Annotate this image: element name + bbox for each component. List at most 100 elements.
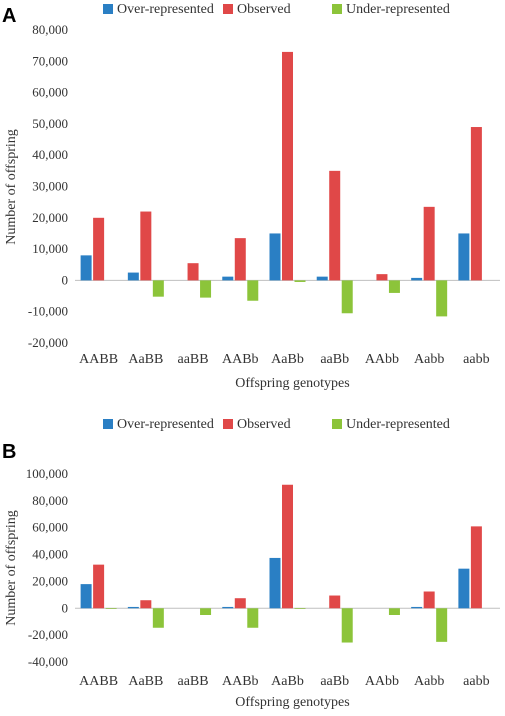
bar-observed <box>234 598 246 609</box>
legend-label: Under-represented <box>346 2 450 17</box>
bar-under-represented <box>388 280 400 293</box>
legend-swatch <box>103 4 113 14</box>
bar-under-represented <box>105 608 117 609</box>
x-tick-label: aaBB <box>178 352 209 367</box>
x-tick-label: AAbb <box>365 352 399 367</box>
x-axis-title: Offspring genotypes <box>235 695 349 710</box>
y-tick-label: -20,000 <box>28 335 68 350</box>
y-tick-label: 10,000 <box>32 241 68 256</box>
y-tick-label: 80,000 <box>32 22 68 37</box>
y-tick-label: -20,000 <box>28 627 68 642</box>
legend-label: Over-represented <box>117 417 214 432</box>
legend-swatch <box>332 419 342 429</box>
bar-under-represented <box>341 280 353 314</box>
bar-observed <box>140 600 152 609</box>
bar-under-represented <box>388 608 400 615</box>
bar-under-represented <box>200 608 212 615</box>
y-axis-title: Number of offspring <box>4 129 19 245</box>
x-tick-label: aaBb <box>320 674 349 689</box>
bar-under-represented <box>294 608 306 609</box>
bar-observed <box>376 274 388 281</box>
x-tick-label: Aabb <box>414 674 444 689</box>
legend-swatch <box>223 419 233 429</box>
y-tick-label: 40,000 <box>32 547 68 562</box>
x-tick-label: aaBB <box>178 674 209 689</box>
legend-swatch <box>103 419 113 429</box>
bar-under-represented <box>152 280 164 297</box>
x-tick-label: AABB <box>79 352 118 367</box>
bar-over-represented <box>316 276 328 281</box>
x-tick-label: AaBB <box>128 352 163 367</box>
bar-observed <box>423 206 435 281</box>
y-tick-label: -10,000 <box>28 304 68 319</box>
bar-observed <box>234 238 246 281</box>
bar-observed <box>329 170 341 281</box>
x-tick-label: aaBb <box>320 352 349 367</box>
legend-label: Observed <box>237 417 291 432</box>
x-tick-label: AAbb <box>365 674 399 689</box>
panel-label: B <box>2 441 16 463</box>
bar-over-represented <box>458 568 470 609</box>
y-tick-label: 30,000 <box>32 179 68 194</box>
y-tick-label: 0 <box>62 600 69 615</box>
bar-under-represented <box>436 280 448 317</box>
bar-over-represented <box>80 584 92 609</box>
y-tick-label: 60,000 <box>32 85 68 100</box>
x-tick-label: aabb <box>463 352 489 367</box>
bar-under-represented <box>247 280 259 301</box>
y-tick-label: 40,000 <box>32 147 68 162</box>
bar-under-represented <box>294 280 306 282</box>
bar-under-represented <box>247 608 259 628</box>
legend-label: Over-represented <box>117 2 214 17</box>
y-tick-label: 70,000 <box>32 53 68 68</box>
chart-panel-b: B Over-represented Observed Under-represent… <box>2 417 500 710</box>
bar-observed <box>282 484 293 609</box>
bar-over-represented <box>127 272 139 281</box>
bar-over-represented <box>222 606 234 609</box>
x-tick-label: AABb <box>222 674 259 689</box>
bar-over-represented <box>411 606 423 609</box>
bar-over-represented <box>269 557 281 609</box>
x-axis-title: Offspring genotypes <box>235 376 349 391</box>
legend-label: Observed <box>237 2 291 17</box>
bar-over-represented <box>411 277 423 281</box>
y-tick-label: 0 <box>62 272 69 287</box>
bar-observed <box>329 595 341 609</box>
x-tick-label: AABB <box>79 674 118 689</box>
bar-observed <box>93 217 105 281</box>
x-tick-label: AaBB <box>128 674 163 689</box>
chart-panel-a: A Over-represented Observed Under-represent… <box>2 2 500 391</box>
x-tick-label: AaBb <box>271 352 304 367</box>
bar-over-represented <box>222 276 234 281</box>
bar-observed <box>423 591 435 609</box>
y-tick-label: 100,000 <box>26 466 68 481</box>
x-tick-label: Aabb <box>414 352 444 367</box>
y-tick-label: 20,000 <box>32 573 68 588</box>
bar-under-represented <box>341 608 353 643</box>
bar-over-represented <box>127 606 139 609</box>
panel-label: A <box>2 5 16 27</box>
y-axis-title: Number of offspring <box>4 510 19 626</box>
y-tick-label: -40,000 <box>28 654 68 669</box>
y-tick-label: 80,000 <box>32 493 68 508</box>
legend-swatch <box>223 4 233 14</box>
bar-over-represented <box>269 233 281 281</box>
x-tick-label: AABb <box>222 352 259 367</box>
y-tick-label: 60,000 <box>32 520 68 535</box>
bar-observed <box>140 211 152 281</box>
bar-observed <box>187 263 199 281</box>
bar-observed <box>470 127 482 281</box>
bar-over-represented <box>458 233 470 281</box>
y-tick-label: 20,000 <box>32 210 68 225</box>
bar-under-represented <box>152 608 164 628</box>
bar-under-represented <box>436 608 448 642</box>
bar-over-represented <box>80 255 92 281</box>
bar-observed <box>93 564 105 609</box>
bar-observed <box>470 526 482 609</box>
legend-label: Under-represented <box>346 417 450 432</box>
bar-observed <box>282 51 293 281</box>
legend-swatch <box>332 4 342 14</box>
y-tick-label: 50,000 <box>32 116 68 131</box>
